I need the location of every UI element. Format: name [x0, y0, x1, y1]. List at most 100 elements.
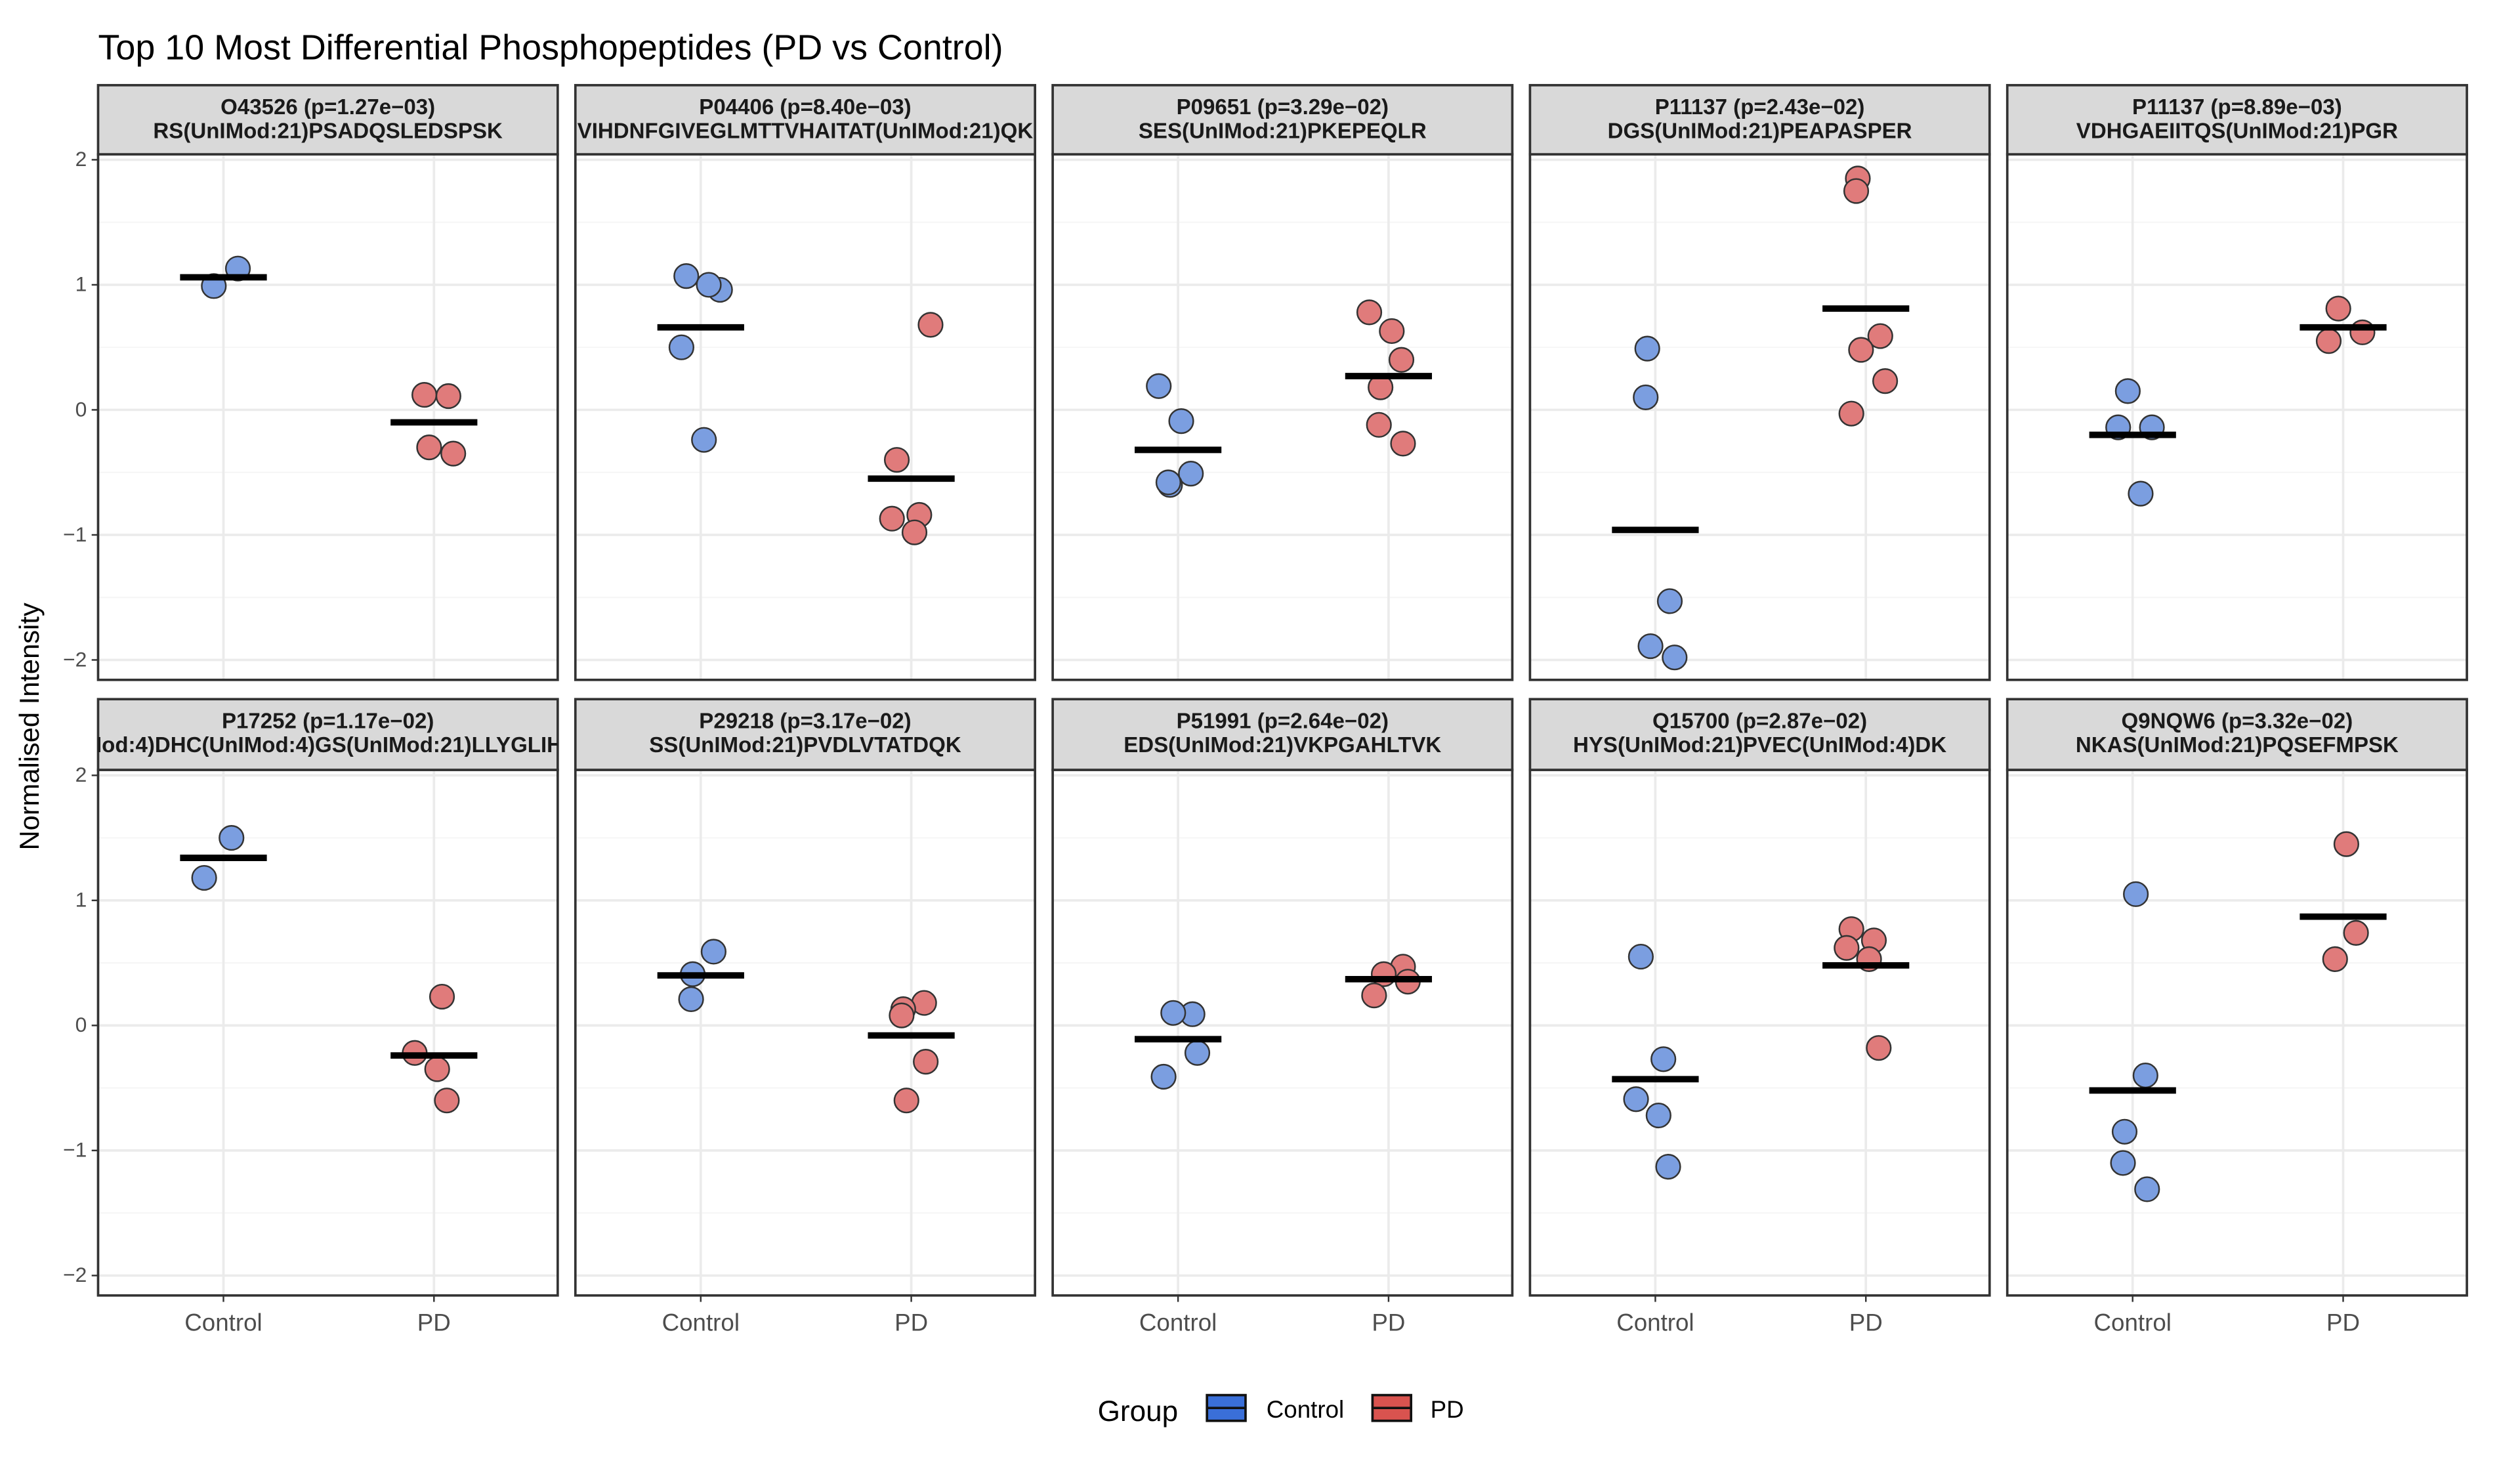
- pd-point: [1843, 178, 1870, 204]
- pd-point: [1872, 368, 1899, 394]
- y-tick-label: 0: [75, 397, 87, 421]
- control-point: [678, 986, 704, 1012]
- control-point: [700, 939, 726, 965]
- x-tick-label: Control: [1139, 1309, 1217, 1336]
- control-point: [691, 427, 717, 453]
- pd-point: [435, 383, 461, 410]
- control-point: [2114, 378, 2141, 404]
- strip: [1528, 698, 1991, 771]
- pd-point: [2325, 295, 2351, 322]
- x-tick-label: PD: [1849, 1309, 1883, 1336]
- y-tick-label: 0: [75, 1013, 87, 1036]
- pd-point: [411, 382, 438, 408]
- pd-point: [2315, 328, 2342, 354]
- panel-background: [1530, 769, 1990, 1296]
- pd-point: [2322, 946, 2348, 972]
- control-point: [2128, 480, 2154, 507]
- facet-panel: O43526 (p=1.27e−03)RS(UnIMod:21)PSADQSLE…: [96, 83, 559, 681]
- pd-point: [1838, 400, 1864, 427]
- strip: [96, 698, 559, 771]
- control-point: [1645, 1102, 1671, 1129]
- control-point: [696, 272, 722, 298]
- strip-peptide: SES(UnIMod:21)PKEPEQLR: [1139, 119, 1427, 144]
- strip-peptide: VDHGAEIITQS(UnIMod:21)PGR: [2076, 119, 2398, 144]
- control-point: [1146, 373, 1172, 399]
- control-point: [1184, 1040, 1211, 1066]
- strip: [1051, 83, 1514, 156]
- facet-panel: P29218 (p=3.17e−02)SS(UnIMod:21)PVDLVTAT…: [574, 698, 1036, 1297]
- panel-background: [575, 154, 1036, 680]
- panel-background: [1053, 769, 1513, 1296]
- pd-point: [2343, 920, 2369, 946]
- control-point: [673, 263, 700, 289]
- pd-point: [1388, 347, 1415, 373]
- strip-protein: O43526 (p=1.27e−03): [220, 95, 435, 119]
- pd-point: [1390, 431, 1416, 457]
- legend-label-control: Control: [1267, 1396, 1344, 1423]
- x-tick-label: Control: [1616, 1309, 1694, 1336]
- pd-point: [1866, 1035, 1892, 1061]
- facet-panel: P04406 (p=8.40e−03)VIHDNFGIVEGLMTTVHAITA…: [574, 83, 1036, 681]
- pd-point: [1834, 935, 1860, 961]
- panel-background: [98, 154, 558, 680]
- strip: [2006, 698, 2468, 771]
- strip: [574, 83, 1036, 156]
- strip: [574, 698, 1036, 771]
- pd-point: [917, 312, 944, 338]
- control-point: [1655, 1154, 1681, 1180]
- control-point: [1178, 461, 1204, 487]
- chart-title: Top 10 Most Differential Phosphopeptides…: [98, 28, 1003, 68]
- y-tick-label: −2: [63, 647, 87, 671]
- facet-panel: P11137 (p=2.43e−02)DGS(UnIMod:21)PEAPASP…: [1528, 83, 1991, 681]
- strip: [1051, 698, 1514, 771]
- control-point: [1650, 1046, 1677, 1072]
- panel-background: [2007, 769, 2468, 1296]
- pd-point: [424, 1056, 450, 1082]
- pd-point: [913, 1049, 939, 1075]
- pd-point: [1379, 318, 1405, 345]
- pd-point: [440, 440, 467, 467]
- control-point: [2134, 1176, 2160, 1202]
- control-point: [1633, 384, 1659, 410]
- pd-point: [429, 983, 455, 1010]
- x-tick-label: Control: [662, 1309, 740, 1336]
- pd-point: [1848, 337, 1874, 363]
- legend-title: Group: [1098, 1395, 1178, 1428]
- y-tick-label: −2: [63, 1263, 87, 1286]
- control-point: [1623, 1086, 1649, 1112]
- pd-point: [883, 447, 910, 473]
- strip: [96, 83, 559, 156]
- x-tick-label: PD: [2326, 1309, 2360, 1336]
- panel-background: [98, 769, 558, 1296]
- pd-point: [1366, 412, 1392, 438]
- facet-panel: P17252 (p=1.17e−02)C(UnIMod:4)DHC(UnIMod…: [96, 698, 559, 1297]
- control-point: [1150, 1063, 1177, 1090]
- pd-point: [2333, 831, 2360, 857]
- control-point: [668, 334, 695, 360]
- strip-peptide: HYS(UnIMod:21)PVEC(UnIMod:4)DK: [1573, 733, 1946, 757]
- panel-background: [2007, 154, 2468, 680]
- facet-panel: P09651 (p=3.29e−02)SES(UnIMod:21)PKEPEQL…: [1051, 83, 1514, 681]
- y-tick-label: −1: [63, 522, 87, 546]
- control-point: [1628, 943, 1654, 970]
- x-tick-label: Control: [184, 1309, 262, 1336]
- strip-protein: P04406 (p=8.40e−03): [699, 95, 911, 119]
- pd-point: [1356, 299, 1383, 326]
- strip-peptide: EDS(UnIMod:21)VKPGAHLTVK: [1124, 733, 1441, 757]
- panel-background: [1530, 154, 1990, 680]
- strip-protein: P29218 (p=3.17e−02): [699, 709, 911, 733]
- control-point: [1634, 335, 1660, 362]
- pd-point: [893, 1088, 919, 1114]
- x-tick-label: Control: [2094, 1309, 2172, 1336]
- pd-point: [1867, 323, 1893, 349]
- strip: [2006, 83, 2468, 156]
- x-tick-label: PD: [894, 1309, 928, 1336]
- pd-point: [1370, 961, 1397, 987]
- control-point: [219, 824, 245, 851]
- panel-background: [575, 769, 1036, 1296]
- pd-point: [434, 1088, 460, 1114]
- y-axis-label: Normalised Intensity: [14, 603, 45, 850]
- x-tick-label: PD: [417, 1309, 451, 1336]
- pd-point: [2349, 319, 2376, 345]
